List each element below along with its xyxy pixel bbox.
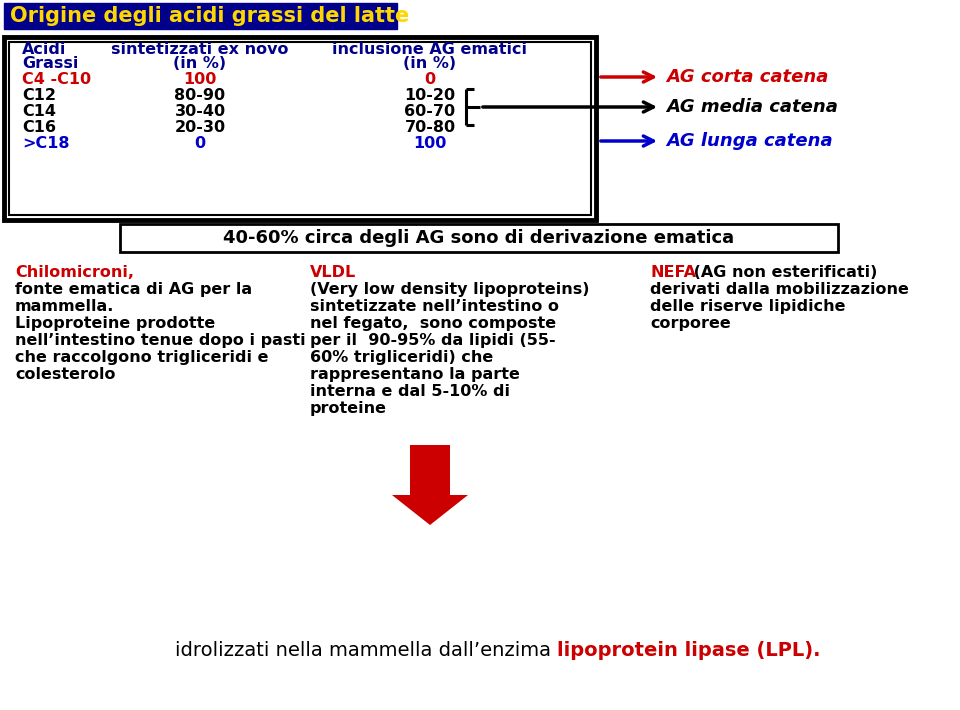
Text: 100: 100 (183, 72, 217, 87)
FancyBboxPatch shape (9, 42, 591, 215)
FancyBboxPatch shape (4, 37, 596, 220)
Text: Chilomicroni,: Chilomicroni, (15, 265, 134, 280)
Text: interna e dal 5-10% di: interna e dal 5-10% di (310, 384, 510, 399)
Text: 10-20: 10-20 (404, 88, 456, 103)
Text: 100: 100 (414, 136, 446, 151)
Text: idrolizzati nella mammella dall’enzima: idrolizzati nella mammella dall’enzima (175, 641, 557, 660)
Text: sintetizzati ex novo: sintetizzati ex novo (111, 42, 289, 57)
Text: Origine degli acidi grassi del latte: Origine degli acidi grassi del latte (10, 6, 409, 26)
Text: 20-30: 20-30 (175, 120, 226, 135)
Text: 70-80: 70-80 (404, 120, 456, 135)
Text: (Very low density lipoproteins): (Very low density lipoproteins) (310, 282, 589, 297)
Text: (AG non esterificati): (AG non esterificati) (688, 265, 877, 280)
Text: derivati dalla mobilizzazione: derivati dalla mobilizzazione (650, 282, 909, 297)
Text: 0: 0 (195, 136, 205, 151)
Text: per il  90-95% da lipidi (55-: per il 90-95% da lipidi (55- (310, 333, 556, 348)
Text: 80-90: 80-90 (175, 88, 226, 103)
Text: fonte ematica di AG per la: fonte ematica di AG per la (15, 282, 252, 297)
Text: sintetizzate nell’intestino o: sintetizzate nell’intestino o (310, 299, 559, 314)
Text: VLDL: VLDL (310, 265, 356, 280)
Text: C14: C14 (22, 104, 56, 119)
Text: AG corta catena: AG corta catena (666, 68, 828, 86)
Text: NEFA: NEFA (650, 265, 696, 280)
Text: (in %): (in %) (174, 56, 227, 71)
Text: Grassi: Grassi (22, 56, 79, 71)
Text: C16: C16 (22, 120, 56, 135)
Text: AG media catena: AG media catena (666, 98, 838, 116)
Text: proteine: proteine (310, 401, 387, 416)
FancyBboxPatch shape (4, 3, 397, 29)
Text: 40-60% circa degli AG sono di derivazione ematica: 40-60% circa degli AG sono di derivazion… (224, 229, 734, 247)
Text: 0: 0 (424, 72, 436, 87)
FancyBboxPatch shape (410, 445, 450, 495)
Text: Lipoproteine prodotte: Lipoproteine prodotte (15, 316, 215, 331)
Text: C4 -C10: C4 -C10 (22, 72, 91, 87)
Text: inclusione AG ematici: inclusione AG ematici (332, 42, 527, 57)
Text: Acidi: Acidi (22, 42, 66, 57)
Text: colesterolo: colesterolo (15, 367, 115, 382)
Text: 60-70: 60-70 (404, 104, 456, 119)
Text: (in %): (in %) (403, 56, 457, 71)
FancyBboxPatch shape (120, 224, 838, 252)
Text: 30-40: 30-40 (175, 104, 226, 119)
Text: delle riserve lipidiche: delle riserve lipidiche (650, 299, 846, 314)
Text: nell’intestino tenue dopo i pasti: nell’intestino tenue dopo i pasti (15, 333, 305, 348)
Text: 60% trigliceridi) che: 60% trigliceridi) che (310, 350, 493, 365)
Text: rappresentano la parte: rappresentano la parte (310, 367, 520, 382)
Text: che raccolgono trigliceridi e: che raccolgono trigliceridi e (15, 350, 269, 365)
Text: >C18: >C18 (22, 136, 69, 151)
Text: C12: C12 (22, 88, 56, 103)
Text: nel fegato,  sono composte: nel fegato, sono composte (310, 316, 556, 331)
Text: lipoprotein lipase (LPL).: lipoprotein lipase (LPL). (557, 641, 821, 660)
Text: mammella.: mammella. (15, 299, 114, 314)
Polygon shape (392, 495, 468, 525)
Text: corporee: corporee (650, 316, 731, 331)
Text: AG lunga catena: AG lunga catena (666, 132, 832, 150)
